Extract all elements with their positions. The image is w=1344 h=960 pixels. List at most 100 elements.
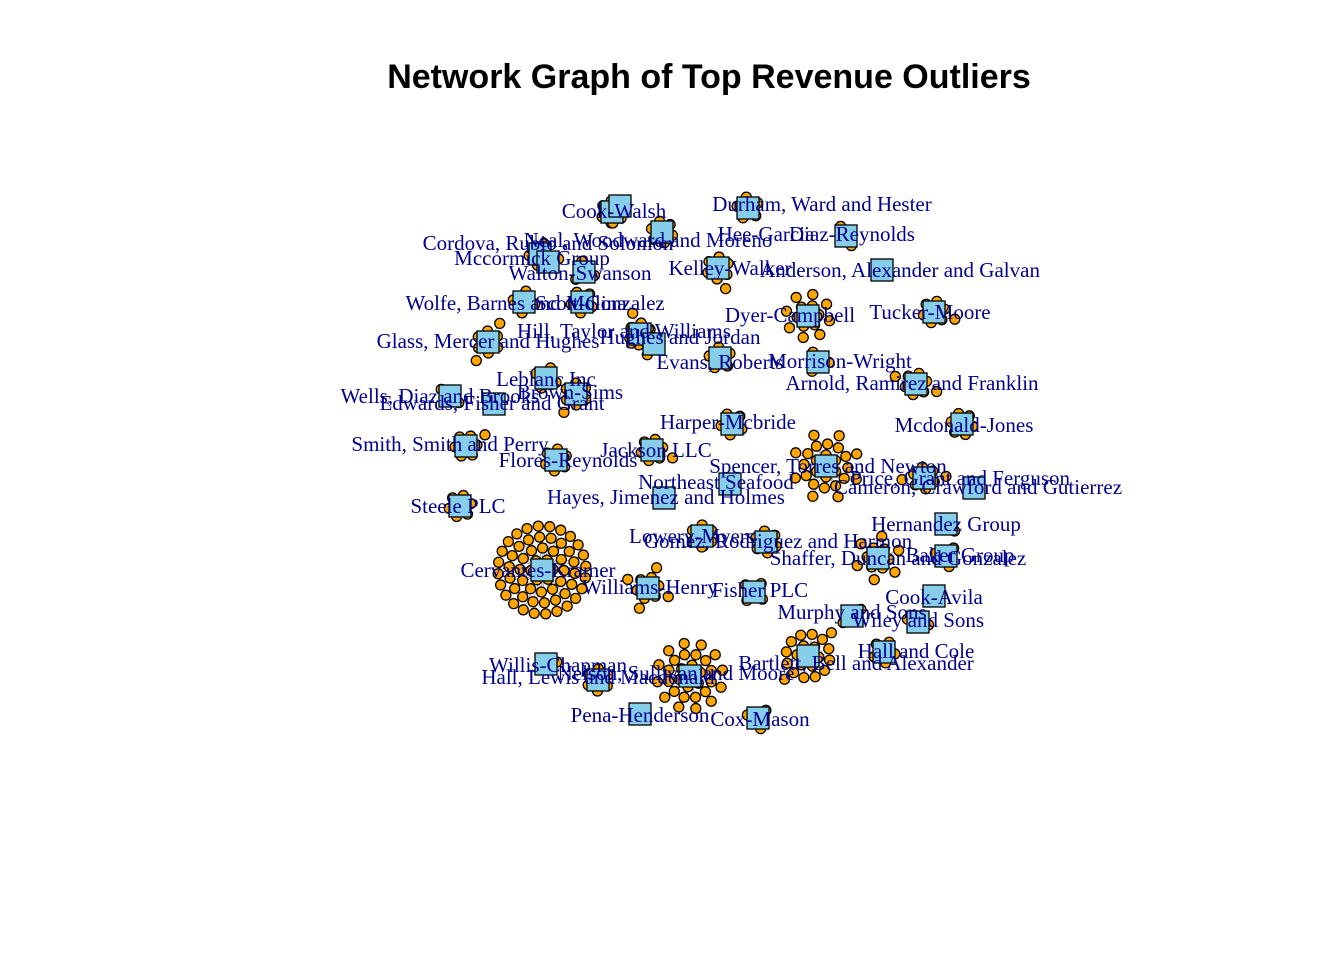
customer-node bbox=[798, 458, 810, 471]
company-label-edwards-fisher-and-grant: Edwards, Fisher and Grant bbox=[379, 391, 604, 415]
customer-node bbox=[577, 549, 590, 561]
customer-node bbox=[650, 562, 663, 574]
company-label-pena-henderson: Pena-Henderson bbox=[571, 703, 710, 727]
customer-node bbox=[695, 639, 707, 651]
customer-node bbox=[780, 305, 793, 317]
customer-node bbox=[514, 563, 526, 576]
customer-node bbox=[832, 442, 845, 454]
customer-node bbox=[795, 629, 807, 641]
customer-node bbox=[558, 406, 570, 419]
company-label-mcdonald-jones: Mcdonald-Jones bbox=[895, 413, 1034, 437]
company-label-wiley-and-sons: Wiley and Sons bbox=[852, 608, 984, 632]
company-node-hee-garcia bbox=[736, 196, 760, 220]
company-node-price-grant-and-ferguson bbox=[912, 466, 936, 490]
customer-node bbox=[470, 354, 482, 367]
company-label-anderson-alexander-and-galvan: Anderson, Alexander and Galvan bbox=[760, 258, 1040, 282]
company-node-mccormick-group bbox=[536, 250, 560, 274]
customer-node bbox=[580, 560, 592, 572]
company-label-hernandez-group: Hernandez Group bbox=[871, 512, 1021, 536]
customer-node bbox=[789, 472, 801, 484]
customer-node bbox=[517, 552, 529, 565]
company-label-lowery-myers: Lowery-Myers bbox=[629, 524, 755, 548]
customer-node bbox=[700, 654, 712, 667]
customer-node bbox=[564, 530, 577, 543]
customer-node bbox=[814, 328, 826, 341]
company-node-gomez-rodriguez-and-harmon bbox=[754, 530, 778, 554]
customer-node bbox=[807, 490, 819, 502]
customer-node bbox=[787, 667, 800, 679]
company-node-scott-gonzalez bbox=[570, 290, 594, 314]
customer-node bbox=[517, 604, 529, 616]
company-node-walton-swanson bbox=[572, 260, 596, 284]
customer-node bbox=[790, 447, 802, 459]
customer-node bbox=[633, 602, 646, 614]
customer-node bbox=[500, 589, 512, 601]
customer-node bbox=[778, 673, 791, 685]
customer-node bbox=[851, 448, 863, 460]
company-label-evans-roberts: Evans, Roberts bbox=[656, 350, 783, 374]
customer-node bbox=[521, 522, 533, 535]
customer-node bbox=[504, 572, 516, 584]
customer-node bbox=[705, 664, 717, 677]
customer-node bbox=[832, 491, 844, 503]
customer-node bbox=[876, 530, 888, 542]
customer-node bbox=[511, 528, 523, 540]
customer-node bbox=[790, 291, 802, 304]
company-label-cordova-rubio-and-solomon: Cordova, Rubio and Solomon bbox=[423, 231, 674, 255]
customer-node bbox=[558, 564, 570, 577]
company-label-hall-and-cole: Hall and Cole bbox=[858, 639, 975, 663]
company-label-kelley-walker: Kelley-Walker bbox=[668, 256, 791, 280]
customer-node bbox=[525, 545, 538, 557]
customer-node bbox=[622, 573, 634, 586]
company-node-harper-mcbride bbox=[720, 412, 744, 436]
company-node-neal-woodward-and-moreno bbox=[650, 220, 674, 244]
customer-node bbox=[509, 582, 521, 595]
company-label-wolfe-barnes-and-molina: Wolfe, Barnes and Molina bbox=[405, 291, 627, 315]
company-node-steele-plc bbox=[448, 494, 472, 518]
customer-node bbox=[538, 597, 551, 609]
company-label-baker-group: Baker Group bbox=[905, 543, 1014, 567]
customer-node bbox=[536, 542, 549, 554]
customer-node bbox=[833, 430, 845, 442]
company-label-neal-woodward-and-moreno: Neal, Woodward and Moreno bbox=[524, 228, 773, 252]
company-label-wells-diaz-and-brooks: Wells, Diaz and Brooks bbox=[341, 384, 540, 408]
company-node-hall-lewis-and-macdonald bbox=[586, 668, 610, 692]
company-label-brown-sims: Brown-Sims bbox=[517, 380, 623, 404]
company-node-hughes-and-jordan bbox=[642, 332, 666, 356]
customer-node bbox=[494, 579, 507, 591]
customer-node bbox=[555, 524, 567, 536]
customer-node bbox=[576, 583, 588, 595]
customer-node bbox=[690, 702, 702, 715]
company-node-anderson-alexander-and-galvan bbox=[870, 258, 894, 282]
customer-node bbox=[808, 429, 820, 441]
customer-node bbox=[572, 539, 584, 551]
company-label-spencer-torres-and-newton: Spencer, Torres and Newton bbox=[709, 454, 947, 478]
company-node-diaz-reynolds bbox=[834, 224, 858, 248]
customer-node bbox=[494, 317, 506, 330]
customer-node bbox=[819, 664, 831, 677]
customer-node bbox=[842, 461, 854, 474]
company-node-brown-sims bbox=[564, 382, 588, 406]
customer-node bbox=[705, 676, 717, 688]
company-node-wiley-and-sons bbox=[906, 610, 930, 634]
customer-node bbox=[566, 578, 578, 591]
company-node-hayes-jimenez-and-holmes bbox=[652, 486, 676, 510]
customer-node bbox=[522, 534, 535, 546]
customer-node bbox=[823, 654, 836, 666]
customer-node bbox=[800, 469, 812, 482]
customer-node bbox=[527, 596, 539, 608]
customer-node bbox=[528, 607, 540, 619]
customer-node bbox=[666, 452, 679, 464]
graph-title: Network Graph of Top Revenue Outliers bbox=[387, 58, 1031, 96]
company-node-wells-diaz-and-brooks bbox=[438, 384, 462, 408]
company-node-edwards-fisher-and-grant bbox=[482, 392, 506, 416]
company-label-hayes-jimenez-and-holmes: Hayes, Jimenez and Holmes bbox=[547, 485, 785, 509]
customer-node bbox=[496, 545, 508, 557]
company-node-cox-mason bbox=[746, 706, 770, 730]
customer-node bbox=[715, 681, 727, 693]
company-label-cook-avila: Cook-Avila bbox=[885, 585, 983, 609]
customer-node bbox=[823, 315, 836, 327]
customer-node bbox=[893, 544, 905, 557]
customer-node bbox=[797, 331, 809, 344]
customer-node bbox=[555, 575, 567, 588]
